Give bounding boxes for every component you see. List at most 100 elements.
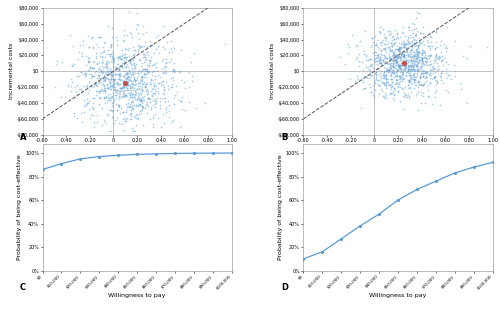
- Point: [384, 67, 392, 72]
- Point: [360, 52, 368, 57]
- Point: [380, 74, 388, 79]
- Point: [138, 82, 146, 87]
- Point: [416, 57, 424, 62]
- Point: [366, 56, 374, 61]
- Point: [97, 141, 105, 146]
- Point: [77, 70, 85, 75]
- Point: [84, 60, 92, 65]
- Point: [420, 100, 428, 105]
- Point: [130, 48, 138, 53]
- Point: [139, 123, 147, 128]
- Point: [188, 79, 196, 84]
- Point: [400, 76, 408, 81]
- Point: [420, 62, 428, 67]
- Point: [381, 47, 389, 52]
- Point: [134, 47, 142, 52]
- Point: [392, 47, 400, 52]
- Point: [400, 53, 407, 58]
- Point: [134, 49, 142, 54]
- Point: [400, 45, 408, 50]
- Point: [110, 78, 118, 83]
- Point: [148, 87, 156, 92]
- Point: [410, 67, 418, 72]
- Point: [100, 40, 108, 45]
- Point: [108, 99, 116, 104]
- Point: [396, 47, 404, 52]
- Point: [373, 77, 381, 82]
- Point: [400, 66, 407, 71]
- Point: [126, 63, 134, 68]
- Point: [348, 33, 356, 38]
- Point: [99, 79, 107, 84]
- Point: [147, 104, 155, 109]
- Point: [77, 86, 85, 91]
- Point: [111, 92, 119, 97]
- Point: [398, 52, 406, 57]
- Point: [123, 69, 131, 74]
- Point: [96, 35, 104, 40]
- Point: [104, 85, 112, 90]
- Point: [372, 72, 380, 77]
- Point: [148, 69, 156, 74]
- Point: [114, 67, 122, 72]
- Point: [424, 72, 432, 77]
- Point: [376, 48, 384, 53]
- Point: [401, 84, 409, 89]
- Point: [399, 24, 407, 29]
- Point: [408, 53, 416, 58]
- Point: [106, 91, 114, 96]
- Point: [150, 73, 158, 78]
- Point: [117, 56, 125, 61]
- Point: [106, 97, 114, 102]
- Point: [154, 80, 162, 85]
- Point: [400, 53, 407, 58]
- Point: [394, 72, 402, 77]
- Point: [376, 54, 384, 59]
- Point: [400, 43, 408, 48]
- Point: [392, 60, 400, 65]
- Point: [146, 80, 154, 85]
- Point: [90, 107, 98, 112]
- Point: [122, 54, 130, 59]
- Point: [58, 60, 66, 65]
- Point: [356, 78, 364, 83]
- Point: [131, 92, 139, 97]
- Point: [124, 64, 132, 69]
- Point: [102, 93, 110, 98]
- Point: [390, 53, 398, 58]
- Point: [108, 73, 116, 78]
- Point: [121, 59, 129, 64]
- Point: [378, 89, 386, 94]
- Point: [408, 77, 416, 81]
- Point: [114, 103, 122, 108]
- Point: [393, 54, 401, 59]
- Point: [164, 49, 172, 54]
- Point: [120, 115, 128, 120]
- Point: [430, 76, 438, 81]
- Point: [414, 88, 422, 93]
- Point: [374, 44, 382, 49]
- Point: [107, 129, 115, 134]
- Point: [128, 128, 136, 133]
- Point: [120, 90, 128, 95]
- Point: [393, 80, 401, 85]
- Point: [112, 89, 120, 94]
- Point: [124, 74, 132, 79]
- Point: [128, 117, 136, 122]
- Point: [393, 32, 401, 37]
- Point: [174, 90, 182, 95]
- Point: [151, 86, 159, 91]
- Point: [400, 91, 408, 96]
- Point: [115, 67, 123, 72]
- Point: [401, 42, 409, 47]
- Point: [124, 33, 132, 38]
- Point: [406, 71, 414, 76]
- Point: [93, 120, 101, 125]
- Point: [433, 60, 441, 65]
- Point: [120, 74, 128, 79]
- Point: [92, 89, 100, 94]
- Point: [101, 100, 109, 105]
- Point: [155, 81, 163, 86]
- Point: [102, 75, 110, 80]
- Point: [116, 67, 124, 72]
